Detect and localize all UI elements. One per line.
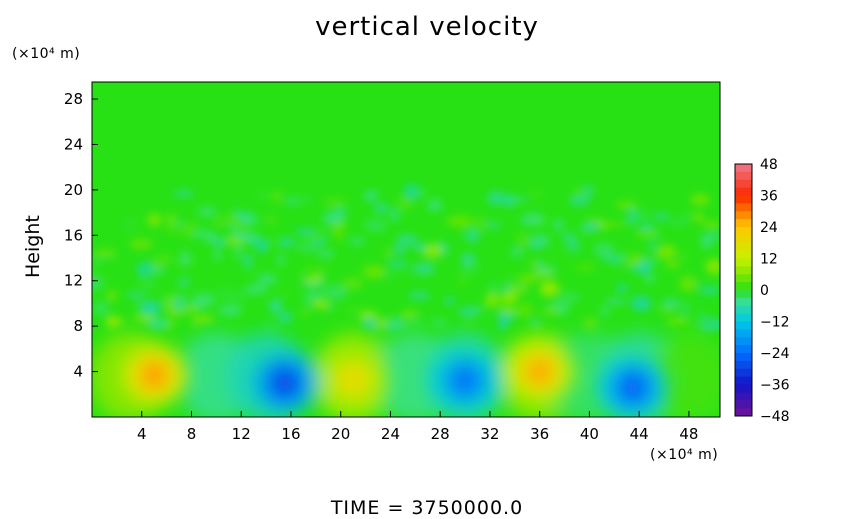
- x-tick-label: 44: [630, 425, 649, 443]
- y-tick-label: 8: [73, 317, 83, 335]
- colorbar-segment: [735, 392, 752, 401]
- x-tick-label: 32: [480, 425, 499, 443]
- plot-frame: [91, 81, 721, 418]
- colorbar-segment: [735, 227, 752, 236]
- y-tick-label: 16: [64, 226, 83, 244]
- y-tick-label: 12: [64, 272, 83, 290]
- colorbar-segment: [735, 368, 752, 378]
- colorbar-frame: [734, 163, 753, 417]
- colorbar-segment: [735, 242, 752, 252]
- colorbar-segment: [735, 219, 752, 228]
- y-tick-label: 28: [64, 90, 83, 108]
- colorbar-segment: [735, 179, 752, 189]
- colorbar-segment: [735, 400, 752, 409]
- colorbar-tick-label: −12: [760, 315, 790, 331]
- colorbar-segment: [735, 250, 752, 259]
- x-tick-label: 8: [187, 425, 197, 443]
- colorbar-segment: [735, 171, 752, 181]
- colorbar-tick-label: −48: [760, 409, 790, 425]
- x-tick-label: 4: [137, 425, 147, 443]
- colorbar-segment: [735, 274, 752, 283]
- colorbar-tick-label: 12: [760, 252, 778, 268]
- colorbar-segment: [735, 353, 752, 362]
- colorbar-segment: [735, 384, 752, 393]
- colorbar-segment: [735, 282, 752, 291]
- x-tick-label: 12: [232, 425, 251, 443]
- colorbar-segment: [735, 258, 752, 267]
- colorbar-segment: [735, 203, 752, 212]
- x-tick-label: 20: [331, 425, 350, 443]
- velocity-field: [92, 82, 720, 417]
- x-tick-label: 24: [381, 425, 400, 443]
- colorbar-segment: [735, 345, 752, 354]
- colorbar-tick-label: 36: [760, 189, 778, 205]
- x-tick-label: 48: [679, 425, 698, 443]
- colorbar-tick-label: −24: [760, 346, 790, 362]
- y-tick-label: 4: [73, 363, 83, 381]
- colorbar-segment: [735, 408, 752, 417]
- y-axis: 4 8 12 16 20 24 28: [64, 90, 98, 381]
- colorbar-segment: [735, 329, 752, 338]
- y-tick-label: 24: [64, 135, 83, 153]
- colorbar-segment: [735, 376, 752, 385]
- x-tick-label: 36: [530, 425, 549, 443]
- colorbar-tick-label: −36: [760, 378, 790, 394]
- colorbar-segment: [735, 360, 752, 370]
- x-tick-label: 16: [281, 425, 300, 443]
- colorbar-tick-label: 48: [760, 157, 778, 173]
- x-axis: 4 8 12 16 20 24 28 32 36 40 44 48: [137, 411, 698, 443]
- colorbar-tick-label: 0: [760, 283, 769, 299]
- y-unit-label: (×10⁴ m): [12, 46, 81, 62]
- colorbar-segment: [735, 297, 752, 307]
- x-unit-label: (×10⁴ m): [650, 447, 719, 463]
- chart-title: vertical velocity: [315, 12, 539, 42]
- colorbar-segment: [735, 195, 752, 204]
- colorbar-segment: [735, 321, 752, 330]
- colorbar-segment: [735, 164, 752, 173]
- x-tick-label: 40: [580, 425, 599, 443]
- colorbar-segment: [735, 266, 752, 275]
- colorbar-segment: [735, 234, 752, 244]
- colorbar-tick-label: 24: [760, 220, 778, 236]
- y-tick-label: 20: [64, 181, 83, 199]
- colorbar-segment: [735, 337, 752, 346]
- time-label: TIME = 3750000.0: [330, 497, 524, 519]
- colorbar-segment: [735, 211, 752, 220]
- colorbar-segment: [735, 290, 752, 299]
- colorbar: 48 36 24 12 0 −12 −24 −36 −48: [734, 157, 790, 425]
- colorbar-segment: [735, 187, 752, 196]
- colorbar-segment: [735, 305, 752, 315]
- colorbar-segment: [735, 313, 752, 322]
- x-tick-label: 28: [431, 425, 450, 443]
